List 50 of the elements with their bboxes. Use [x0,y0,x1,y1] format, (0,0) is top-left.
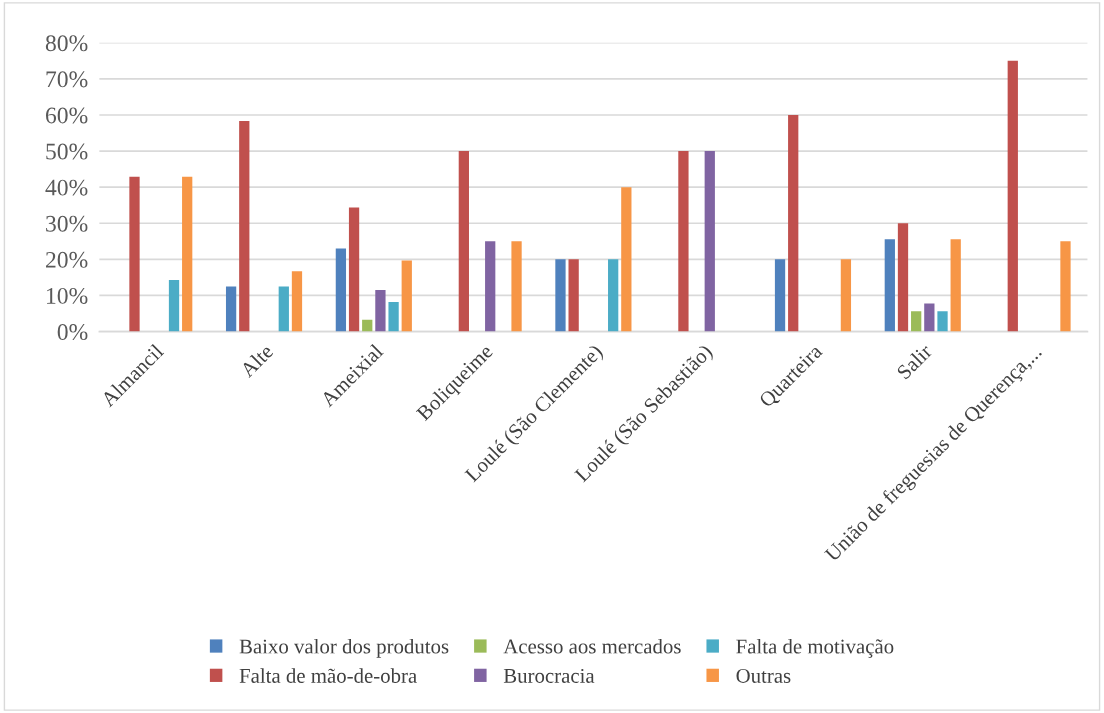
bar [458,151,469,332]
legend-label: Falta de mão-de-obra [239,668,417,683]
x-tick-label: Salir [895,342,933,380]
bar [568,259,579,332]
bar [168,279,180,332]
y-tick-label: 50% [46,143,88,160]
bar [291,271,303,332]
y-tick-label: 30% [46,215,88,232]
bar [911,311,922,332]
y-tick-label: 80% [45,35,88,52]
y-tick-label: 60% [45,107,88,124]
bar [182,176,193,332]
bar [401,260,412,332]
legend-label: Burocracia [503,668,595,683]
bar [485,241,496,332]
y-tick-label: 70% [46,71,88,88]
bar [774,259,786,332]
bar [704,151,715,332]
bar [555,259,566,332]
bar [950,239,961,332]
bar [1060,241,1071,332]
bar [1007,60,1018,332]
bar [897,223,909,332]
bar [225,286,237,332]
bar [621,187,632,332]
bar [788,114,799,332]
bar [348,207,360,332]
bar [375,290,386,332]
bar [129,176,140,332]
bar [239,121,250,332]
bar [278,286,289,332]
bar [608,259,619,332]
legend-label: Falta de motivação [736,638,894,658]
legend-label: Outras [736,668,791,683]
y-tick-label: 20% [46,251,88,268]
y-tick-label: 10% [47,287,88,304]
bar [884,239,895,332]
legend-label: Acesso aos mercados [503,638,681,654]
bar [678,151,689,332]
bar [840,259,852,332]
bar [388,301,399,332]
bar [362,319,373,332]
y-tick-label: 0% [57,324,88,341]
y-tick-label: 40% [45,179,88,196]
bar [924,303,935,332]
legend-label: Baixo valor dos produtos [239,638,449,658]
bar [335,248,347,332]
x-tick-label: Alte [238,343,274,379]
bar [937,311,948,332]
bar [511,241,522,332]
